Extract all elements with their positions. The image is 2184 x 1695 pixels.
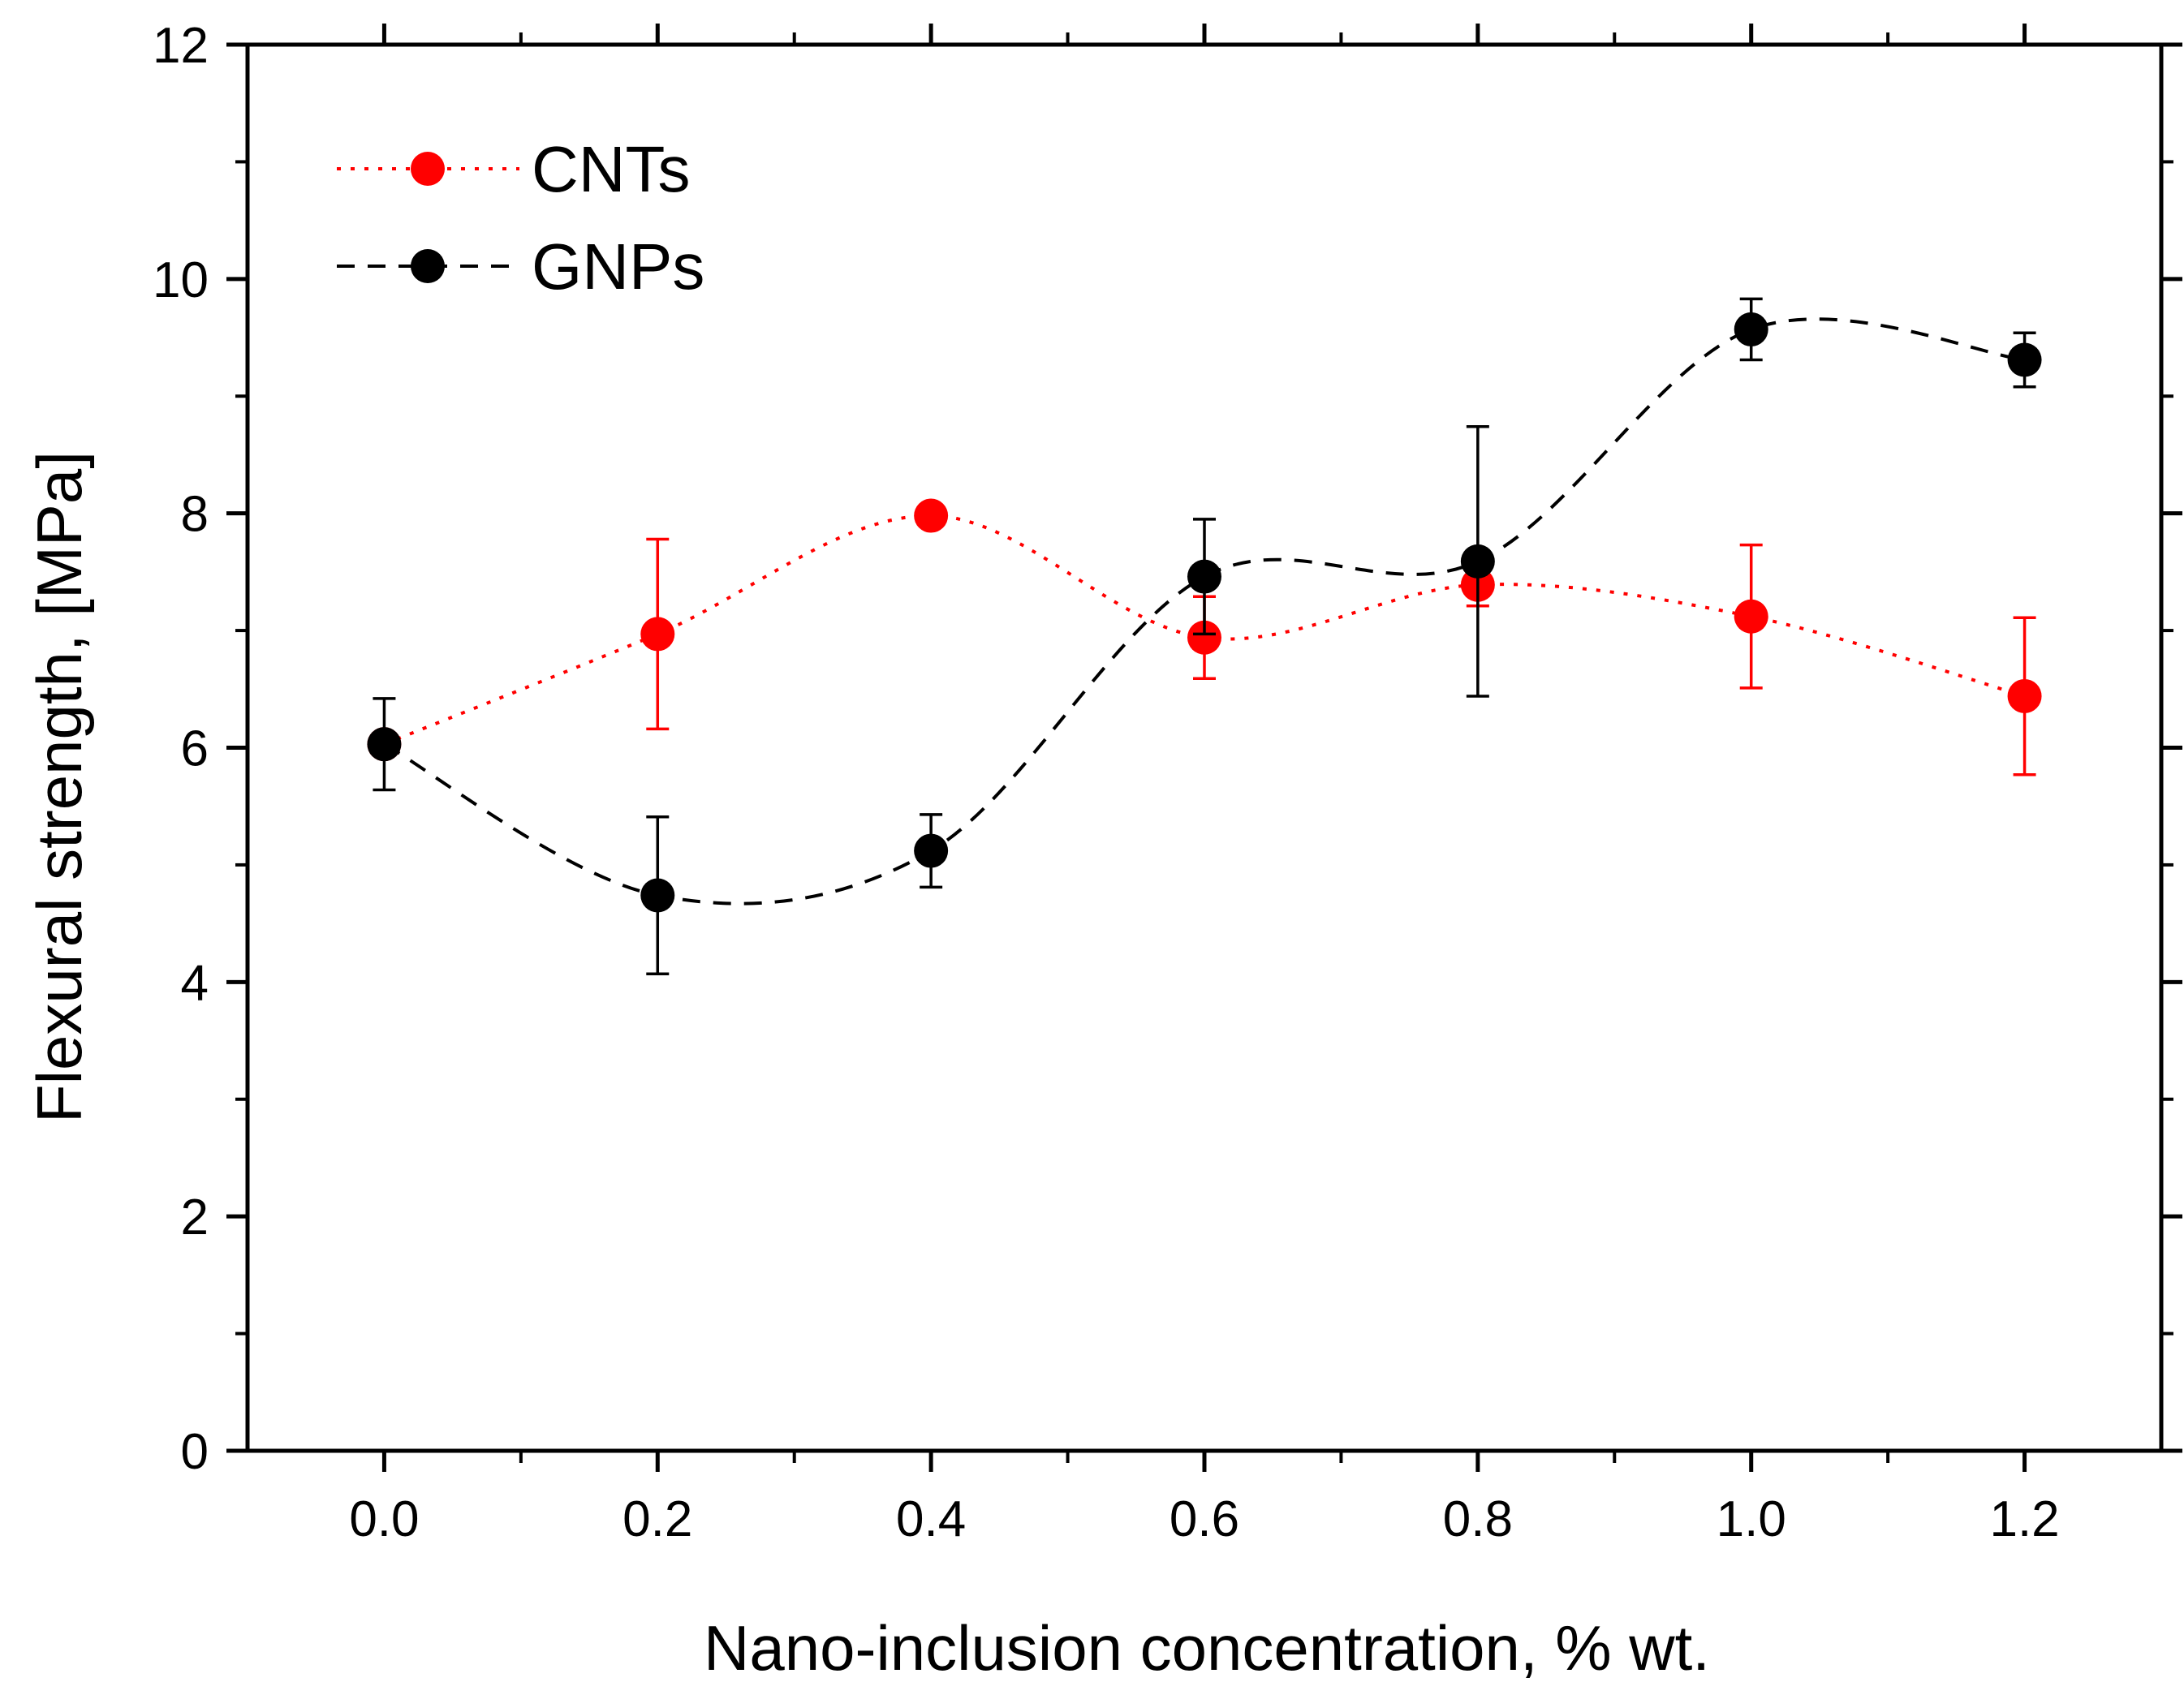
series-layer bbox=[367, 297, 2042, 975]
x-tick-label: 1.2 bbox=[1989, 1491, 2059, 1547]
legend-marker bbox=[411, 249, 445, 283]
legend-marker bbox=[411, 152, 445, 186]
data-point bbox=[640, 878, 675, 913]
y-axis-title: Flexural strength, [MPa] bbox=[24, 451, 95, 1123]
data-point bbox=[1734, 312, 1768, 346]
legend-label: CNTs bbox=[532, 133, 691, 205]
data-point bbox=[1460, 544, 1495, 579]
data-point bbox=[367, 727, 402, 762]
x-tick-label: 1.0 bbox=[1717, 1491, 1786, 1547]
data-point bbox=[1734, 599, 1768, 634]
series-gnps bbox=[367, 297, 2042, 975]
legend-label: GNPs bbox=[532, 230, 704, 303]
y-tick-label: 2 bbox=[181, 1190, 209, 1245]
x-tick-label: 0.4 bbox=[896, 1491, 966, 1547]
data-point bbox=[2007, 678, 2042, 713]
x-axis: 0.0 0.2 0.4 0.6 0.8 1.0 1.2 bbox=[349, 24, 2060, 1547]
y-tick-label: 10 bbox=[153, 252, 209, 308]
y-axis: 0 2 4 6 8 10 12 bbox=[153, 18, 2182, 1480]
y-tick-label: 4 bbox=[181, 955, 209, 1011]
x-tick-label: 0.6 bbox=[1170, 1491, 1239, 1547]
data-point bbox=[2007, 342, 2042, 377]
y-tick-label: 0 bbox=[181, 1424, 209, 1480]
data-point bbox=[1187, 620, 1221, 655]
y-tick-label: 6 bbox=[181, 721, 209, 777]
legend: CNTs GNPs bbox=[337, 133, 704, 303]
x-tick-label: 0.0 bbox=[349, 1491, 419, 1547]
data-point bbox=[914, 498, 949, 533]
data-point bbox=[640, 617, 675, 652]
x-tick-label: 0.8 bbox=[1443, 1491, 1513, 1547]
data-point bbox=[914, 833, 949, 868]
y-tick-label: 8 bbox=[181, 487, 209, 543]
x-axis-title: Nano-inclusion concentration, % wt. bbox=[704, 1612, 1710, 1684]
x-tick-label: 0.2 bbox=[622, 1491, 692, 1547]
data-point bbox=[1187, 559, 1221, 594]
y-tick-label: 12 bbox=[153, 18, 209, 74]
